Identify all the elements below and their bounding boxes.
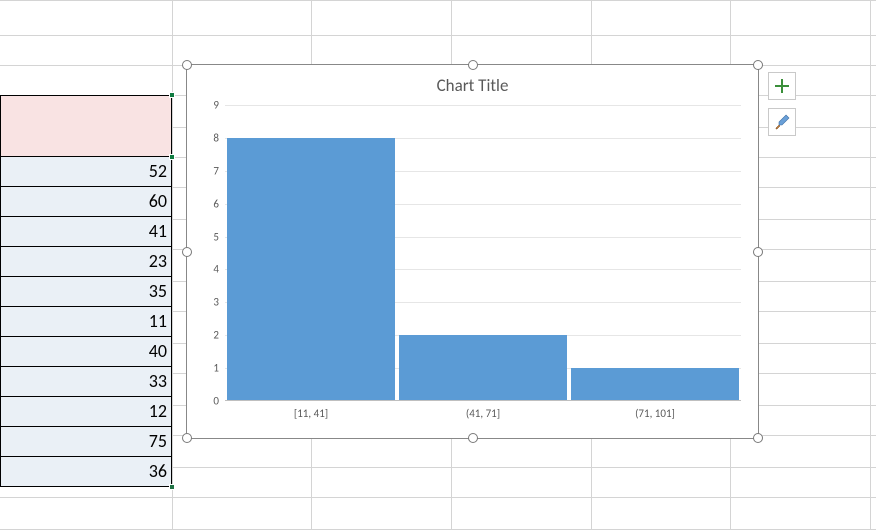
data-cell[interactable]: 33 <box>0 367 172 397</box>
data-cell[interactable]: 35 <box>0 277 172 307</box>
y-tick-label: 2 <box>201 329 219 342</box>
data-cell[interactable]: 36 <box>0 457 172 487</box>
y-tick-label: 0 <box>201 395 219 408</box>
x-tick-label: (41, 71] <box>466 407 500 420</box>
resize-handle-nw[interactable] <box>182 60 192 70</box>
y-tick-label: 8 <box>201 131 219 144</box>
bars-group <box>225 105 741 401</box>
plus-icon <box>775 79 789 93</box>
selection-handle[interactable] <box>169 92 175 98</box>
x-tick-label: [11, 41] <box>294 407 328 420</box>
resize-handle-se[interactable] <box>753 433 763 443</box>
y-tick-label: 7 <box>201 164 219 177</box>
chart-elements-button[interactable] <box>768 72 796 100</box>
data-cell[interactable]: 11 <box>0 307 172 337</box>
data-cell[interactable]: 12 <box>0 397 172 427</box>
y-tick-label: 6 <box>201 197 219 210</box>
data-cell[interactable]: 75 <box>0 427 172 457</box>
resize-handle-w[interactable] <box>182 247 192 257</box>
y-tick-label: 5 <box>201 230 219 243</box>
data-header-cell[interactable] <box>0 95 172 157</box>
resize-handle-s[interactable] <box>468 433 478 443</box>
plot-grid <box>225 105 741 401</box>
chart-object[interactable]: Chart Title 0 1 2 3 4 5 6 7 8 9 [11, 41] (41, 71] (… <box>186 64 759 439</box>
fill-handle[interactable] <box>169 484 175 490</box>
x-axis-line <box>225 400 741 401</box>
y-tick-label: 9 <box>201 99 219 112</box>
x-tick-label: (71, 101] <box>635 407 675 420</box>
y-tick-label: 4 <box>201 263 219 276</box>
bar[interactable] <box>399 335 568 401</box>
selection-handle[interactable] <box>169 154 175 160</box>
y-tick-label: 1 <box>201 362 219 375</box>
data-cell[interactable]: 40 <box>0 337 172 367</box>
y-tick-label: 3 <box>201 296 219 309</box>
brush-icon <box>774 114 790 130</box>
chart-title[interactable]: Chart Title <box>187 75 758 96</box>
data-cell[interactable]: 52 <box>0 157 172 187</box>
bar[interactable] <box>571 368 740 401</box>
resize-handle-sw[interactable] <box>182 433 192 443</box>
plot-area: 0123456789 [11, 41](41, 71](71, 101] <box>201 105 741 401</box>
chart-action-buttons <box>768 72 796 144</box>
bar[interactable] <box>227 138 396 401</box>
resize-handle-n[interactable] <box>468 60 478 70</box>
resize-handle-e[interactable] <box>753 247 763 257</box>
data-cell[interactable]: 41 <box>0 217 172 247</box>
resize-handle-ne[interactable] <box>753 60 763 70</box>
data-cell[interactable]: 60 <box>0 187 172 217</box>
data-cell[interactable]: 23 <box>0 247 172 277</box>
chart-styles-button[interactable] <box>768 108 796 136</box>
